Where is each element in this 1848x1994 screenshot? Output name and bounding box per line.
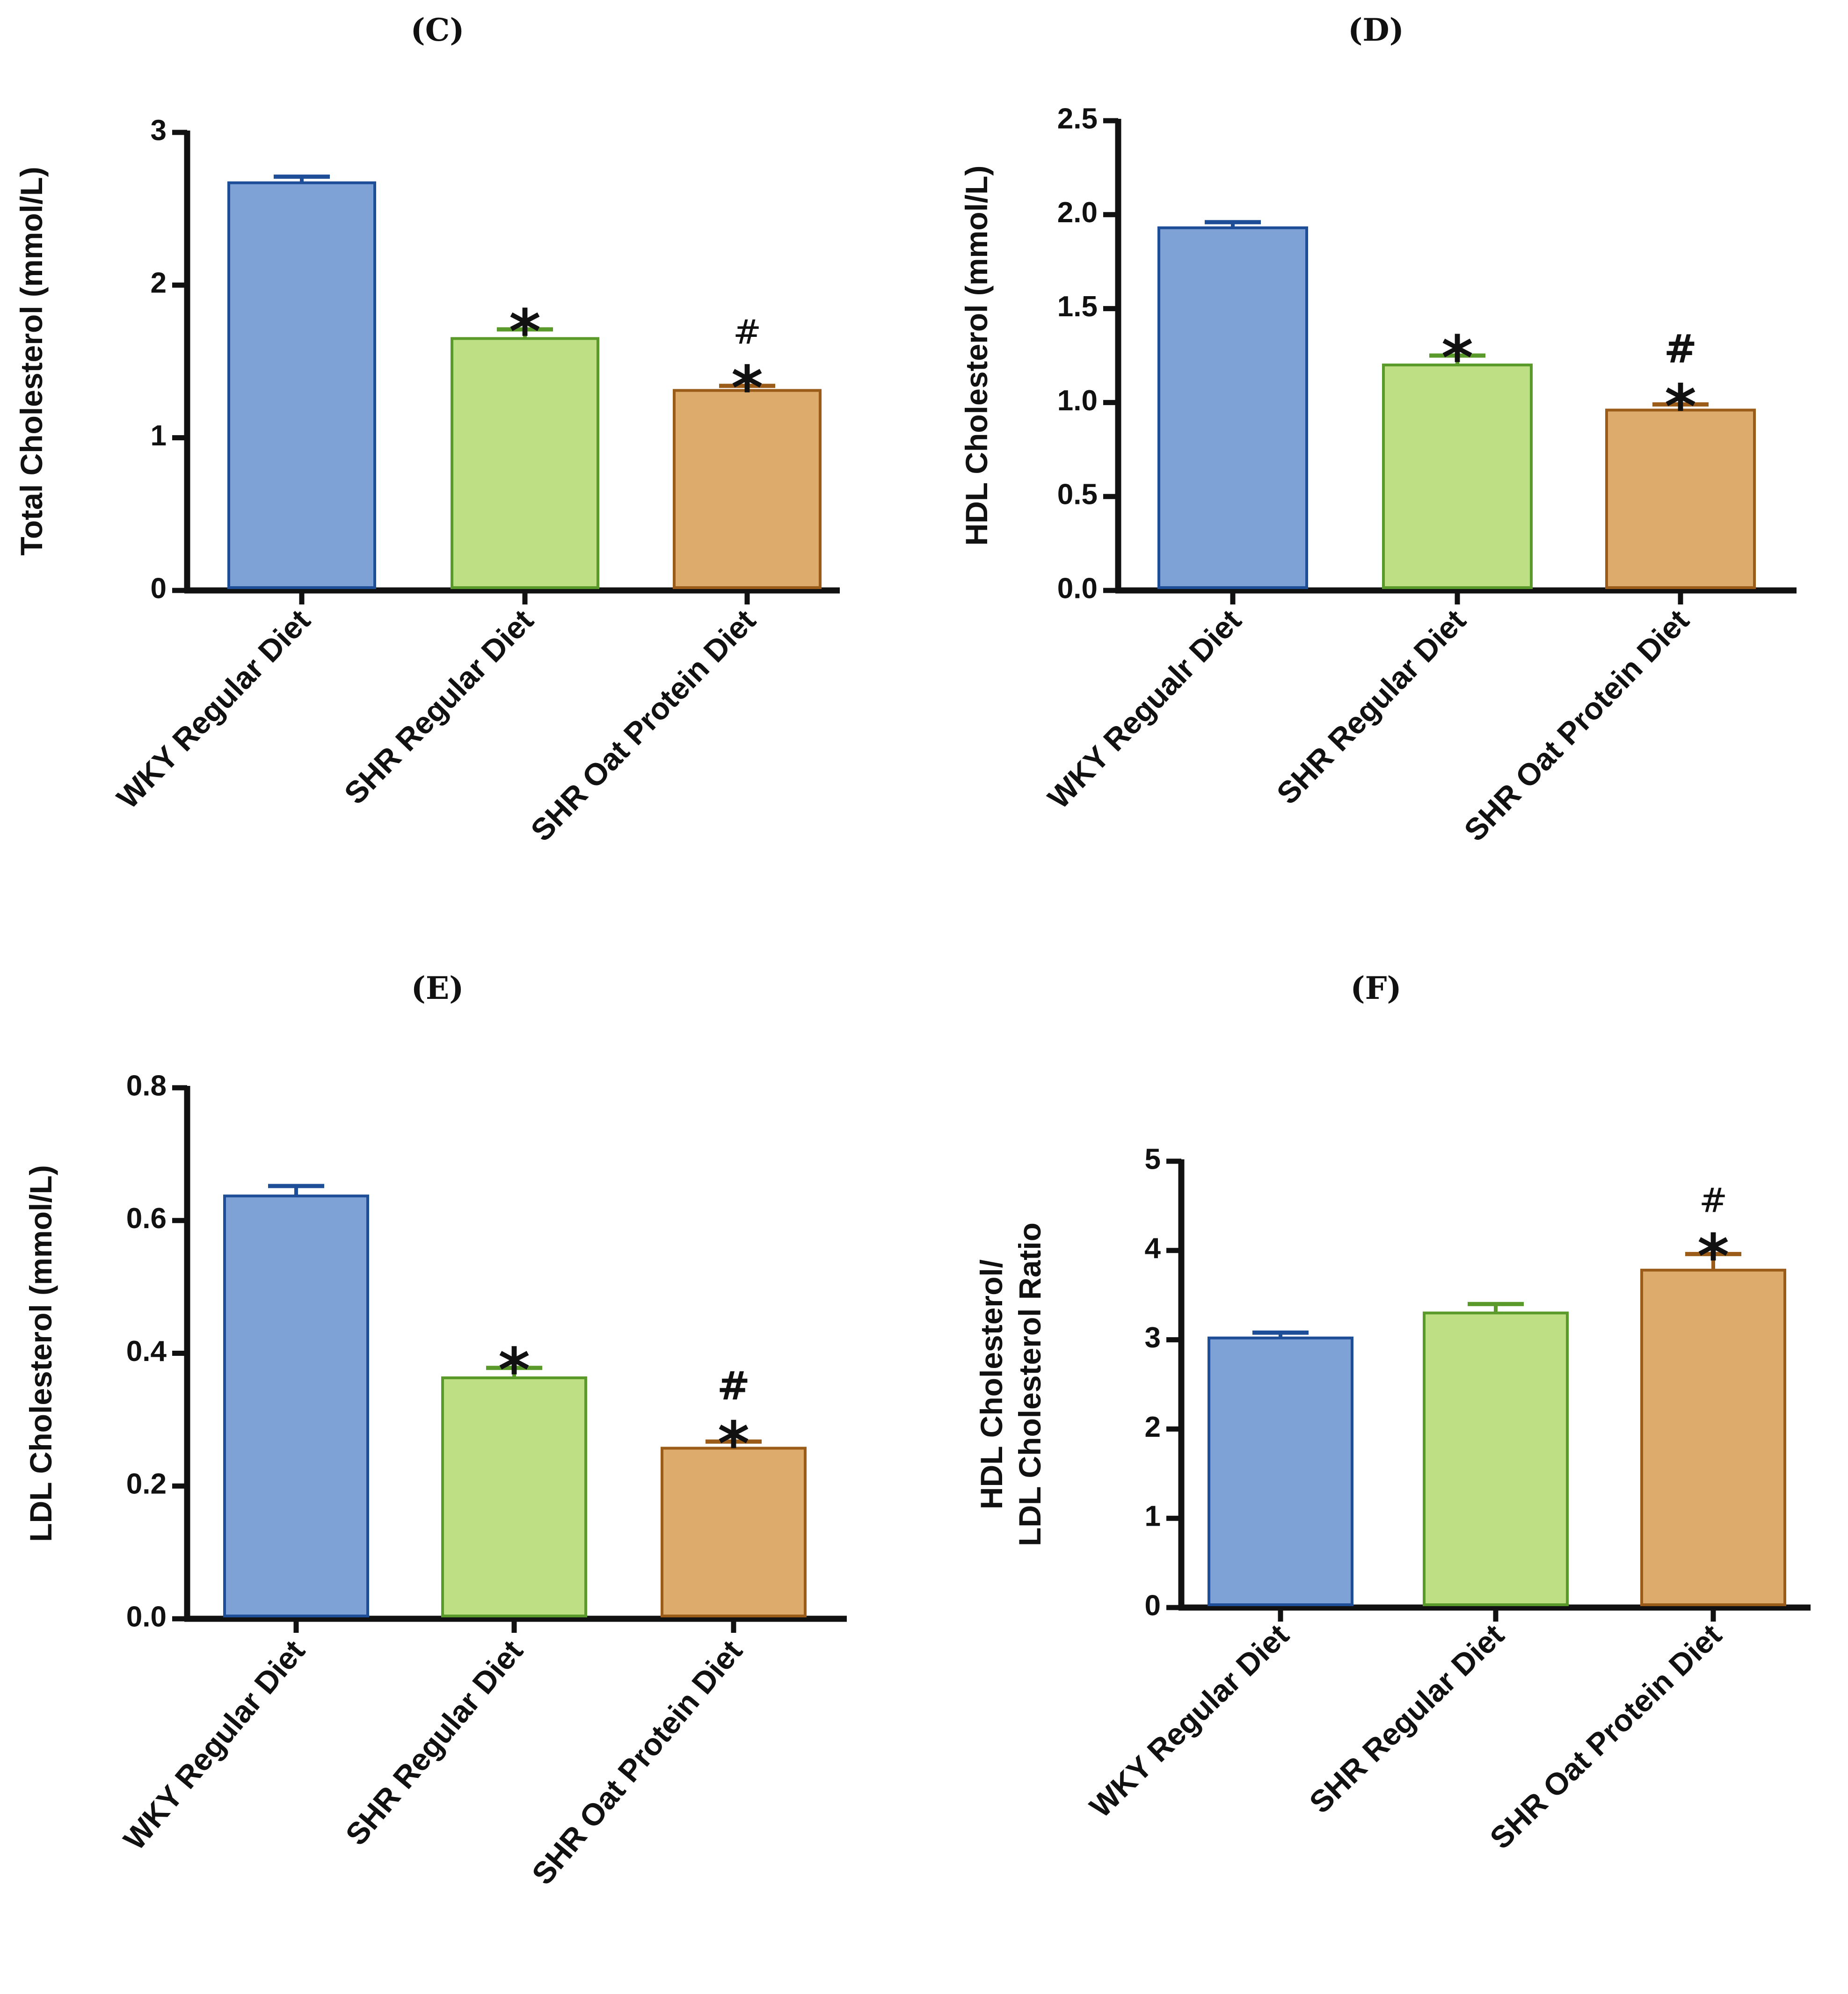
y-tick-label: 0.0: [1057, 572, 1098, 604]
y-tick-label: 3: [151, 114, 167, 146]
bar: [1208, 1336, 1353, 1606]
chart-panel-0: (C) 0 1 2 3 Total Cholesterol (mmol/L) WKY Reg…: [14, 12, 840, 848]
y-tick-label: 0: [151, 572, 167, 604]
y-axis-title: HDL Cholesterol (mmol/L): [959, 166, 994, 546]
category-label: SHR Oat Protein Diet: [1457, 603, 1695, 848]
bar: [451, 337, 599, 589]
y-tick-label: 1: [1145, 1500, 1161, 1533]
significance-hash: #: [717, 1363, 750, 1409]
bar: [1157, 226, 1308, 589]
panel-label: (F): [1350, 970, 1401, 1006]
panel-label: (E): [411, 970, 464, 1006]
category-label: SHR Regular Diet: [1302, 1617, 1510, 1820]
category-label: SHR Regular Diet: [339, 1633, 530, 1851]
y-tick-label: 5: [1145, 1143, 1161, 1175]
y-tick-label: 0: [1145, 1589, 1161, 1622]
significance-star: *: [1441, 322, 1473, 393]
significance-star: *: [1697, 1221, 1729, 1292]
y-tick-label: 0.0: [126, 1601, 167, 1633]
y-tick-label: 1.0: [1057, 385, 1098, 417]
significance-star: *: [718, 1408, 749, 1479]
chart-panel-3: (F) 0 1 2 3 4 5 HDL Cholesterol/LDL Cholesterol…: [974, 970, 1811, 1856]
significance-hash: #: [733, 313, 761, 352]
y-axis-title: HDL Cholesterol/LDL Cholesterol Ratio: [974, 1223, 1047, 1546]
chart-panel-2: (E) 0.0 0.2 0.4 0.6 0.8 LDL Cholesterol (mmol/…: [23, 970, 847, 1891]
category-label: SHR Oat Protein Diet: [525, 1633, 749, 1891]
y-axis-title: LDL Cholesterol (mmol/L): [23, 1165, 58, 1542]
category-label: SHR Regular Diet: [1270, 603, 1472, 810]
y-tick-label: 4: [1145, 1232, 1161, 1265]
y-tick-label: 2.5: [1057, 102, 1098, 135]
y-axis-title: Total Cholesterol (mmol/L): [14, 167, 49, 555]
y-tick-label: 0.4: [126, 1335, 167, 1368]
category-label: WKY Regular Diet: [110, 603, 317, 815]
y-axis-title-line: HDL Cholesterol/: [974, 1259, 1009, 1509]
panel-label: (C): [411, 12, 465, 48]
category-label: WKY Regualr Diet: [1041, 603, 1248, 815]
y-tick-label: 3: [1145, 1322, 1161, 1354]
y-axis-title-line: Total Cholesterol (mmol/L): [14, 167, 49, 555]
bar: [1605, 408, 1756, 589]
y-tick-label: 0.5: [1057, 479, 1098, 511]
significance-star: *: [509, 296, 541, 367]
category-label: WKY Regular Diet: [1083, 1617, 1295, 1824]
y-tick-label: 2: [151, 267, 167, 299]
panel-label: (D): [1348, 12, 1404, 48]
category-label: SHR Oat Protein Diet: [524, 603, 762, 848]
y-tick-label: 0.6: [126, 1202, 167, 1235]
y-axis-title-line: LDL Cholesterol (mmol/L): [23, 1165, 58, 1542]
significance-hash: #: [1664, 326, 1697, 371]
y-tick-label: 2.0: [1057, 196, 1098, 229]
bar: [1423, 1311, 1569, 1607]
bar: [661, 1447, 807, 1618]
y-tick-label: 1: [151, 420, 167, 452]
significance-star: *: [498, 1335, 530, 1406]
significance-hash: #: [1699, 1180, 1727, 1220]
y-tick-label: 2: [1145, 1411, 1161, 1443]
bar: [1382, 364, 1533, 589]
y-axis-title-line: HDL Cholesterol (mmol/L): [959, 166, 994, 546]
y-tick-label: 0.8: [126, 1070, 167, 1102]
chart-panel-1: (D) 0.0 0.5 1.0 1.5 2.0 2.5 HDL Cholesterol (mm…: [959, 12, 1797, 848]
bar: [441, 1376, 587, 1617]
category-label: SHR Regular Diet: [337, 603, 540, 810]
y-tick-label: 0.2: [126, 1468, 167, 1500]
significance-star: *: [1665, 371, 1696, 442]
category-label: SHR Oat Protein Diet: [1483, 1617, 1728, 1856]
y-axis-title-line: LDL Cholesterol Ratio: [1012, 1223, 1047, 1546]
bar: [1640, 1268, 1786, 1606]
bar: [673, 389, 822, 589]
bar: [223, 1194, 369, 1618]
bar: [227, 181, 376, 589]
significance-star: *: [731, 353, 763, 424]
category-label: WKY Regular Diet: [116, 1633, 312, 1856]
y-tick-label: 1.5: [1057, 291, 1098, 323]
